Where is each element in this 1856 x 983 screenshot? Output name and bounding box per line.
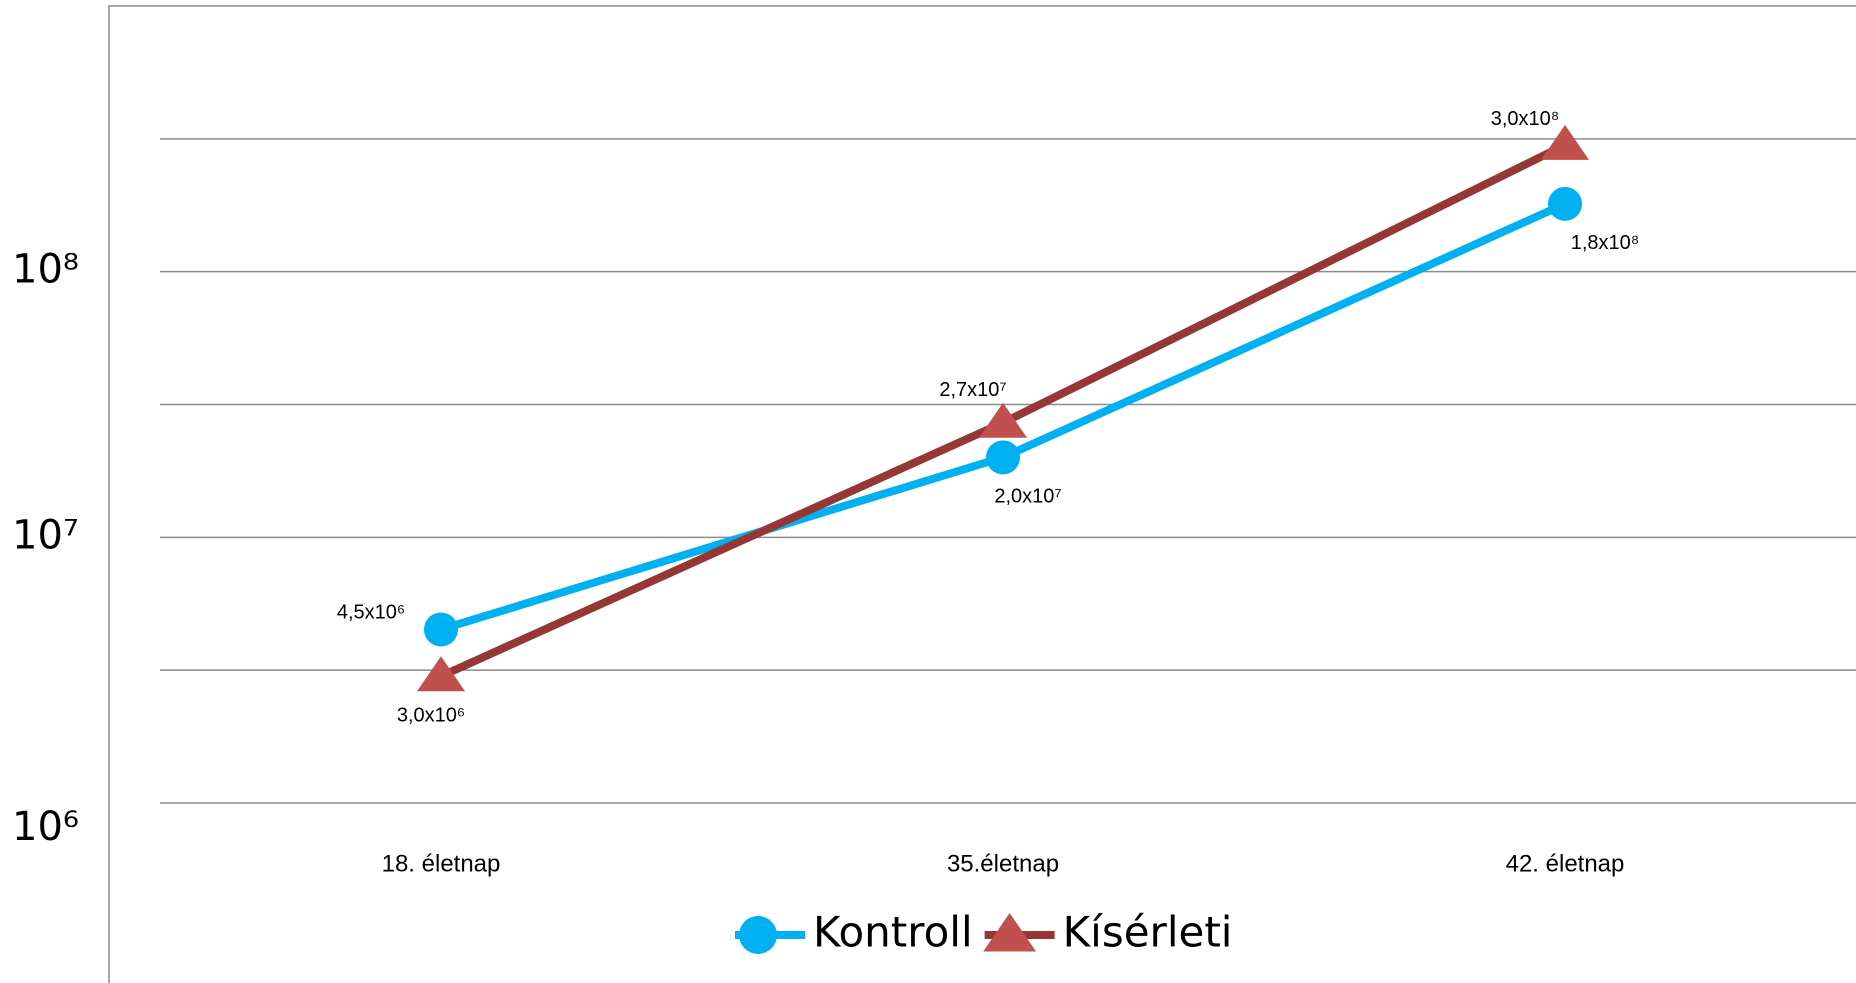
data-label: 2,7x10⁷ — [939, 379, 1006, 401]
legend-label: Kontroll — [813, 908, 973, 957]
marker — [979, 402, 1027, 438]
marker — [424, 612, 458, 647]
x-tick-label: 42. életnap — [1506, 850, 1625, 877]
marker — [1548, 186, 1582, 221]
marker — [1541, 124, 1589, 160]
x-tick-label: 18. életnap — [382, 850, 501, 877]
data-label: 2,0x10⁷ — [994, 486, 1061, 508]
data-label: 4,5x10⁶ — [337, 602, 405, 624]
marker — [417, 656, 465, 692]
y-tick-label: 10⁶ — [12, 804, 79, 850]
legend-marker — [739, 916, 777, 954]
legend-marker — [983, 913, 1037, 952]
x-tick-label: 35.életnap — [947, 850, 1059, 877]
data-label: 3,0x10⁶ — [397, 705, 465, 727]
legend-label: Kísérleti — [1063, 908, 1233, 957]
chart-border — [108, 5, 1856, 983]
data-label: 3,0x10⁸ — [1491, 108, 1560, 130]
y-tick-label: 10⁷ — [12, 512, 79, 558]
marker — [986, 440, 1020, 475]
data-label: 1,8x10⁸ — [1571, 232, 1640, 254]
y-tick-label: 10⁸ — [12, 247, 79, 293]
